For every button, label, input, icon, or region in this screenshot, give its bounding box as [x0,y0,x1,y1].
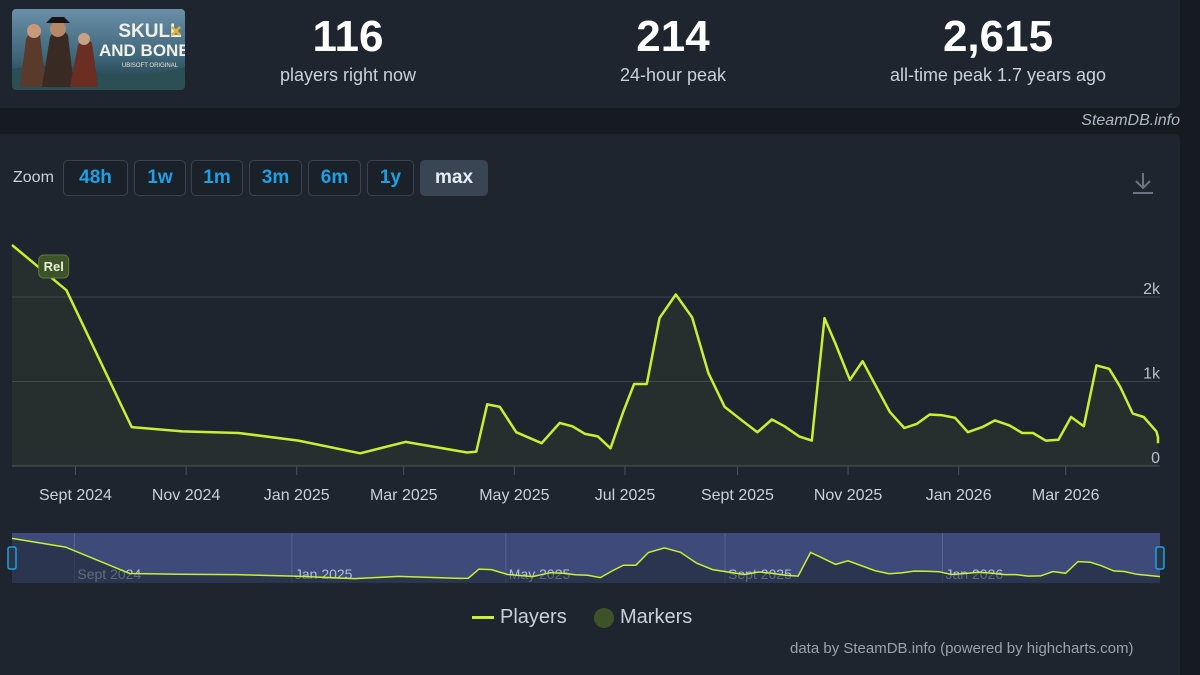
zoom-6m-button[interactable]: 6m [308,160,361,196]
stat-value: 116 [312,12,384,61]
stat-24h-peak: 214 24-hour peak [523,12,823,88]
legend-players[interactable]: Players [472,606,567,629]
zoom-max-button[interactable]: max [420,160,488,196]
download-icon[interactable] [1128,168,1158,198]
logo-text-bones: AND BONES [99,41,185,60]
stat-players-now: 116 players right now [198,12,498,88]
highcharts-credit[interactable]: data by SteamDB.info (powered by highcha… [790,640,1134,657]
steamdb-credit[interactable]: SteamDB.info [1081,112,1180,129]
legend-marker-swatch [594,607,614,628]
legend-players-label: Players [500,606,567,628]
legend-line-swatch [472,616,494,620]
zoom-1w-button[interactable]: 1w [134,160,186,196]
stat-value: 214 [636,12,710,61]
stat-value: 2,615 [942,12,1054,61]
zoom-label: Zoom [13,169,54,186]
stat-label: all-time peak 1.7 years ago [889,65,1107,85]
stat-label: 24-hour peak [619,65,727,85]
zoom-1m-button[interactable]: 1m [191,160,243,196]
zoom-3m-button[interactable]: 3m [249,160,302,196]
stat-label: players right now [279,65,417,85]
logo-text-subtitle: UBISOFT ORIGINAL [122,63,179,69]
chart-panel: Zoom 48h 1w 1m 3m 6m 1y max Players Mark… [0,134,1180,675]
logo-text-skull: SKULL [118,21,182,42]
header-panel: SKULL AND BONES UBISOFT ORIGINAL 116 pla… [0,0,1180,108]
game-logo[interactable]: SKULL AND BONES UBISOFT ORIGINAL [12,9,185,90]
legend-markers[interactable]: Markers [594,606,692,629]
stat-all-time-peak: 2,615 all-time peak 1.7 years ago [848,12,1148,88]
zoom-48h-button[interactable]: 48h [63,160,128,196]
zoom-1y-button[interactable]: 1y [367,160,414,196]
legend-markers-label: Markers [620,606,693,628]
